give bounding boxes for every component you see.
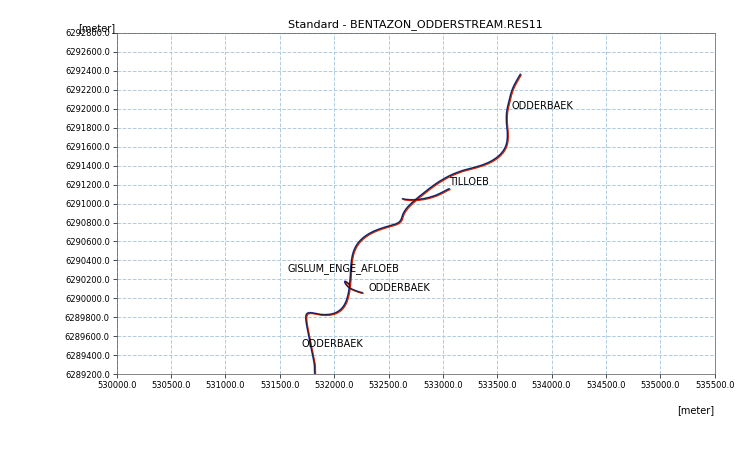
Text: GISLUM_ENGE_AFLOEB: GISLUM_ENGE_AFLOEB: [287, 263, 400, 274]
Text: TILLOEB: TILLOEB: [449, 177, 489, 187]
Text: [meter]: [meter]: [678, 405, 715, 415]
Text: [meter]: [meter]: [78, 23, 115, 33]
Text: ODDERBAEK: ODDERBAEK: [301, 339, 363, 349]
Text: ODDERBAEK: ODDERBAEK: [369, 283, 431, 293]
Title: Standard - BENTAZON_ODDERSTREAM.RES11: Standard - BENTAZON_ODDERSTREAM.RES11: [289, 19, 543, 30]
Text: ODDERBAEK: ODDERBAEK: [511, 101, 573, 111]
